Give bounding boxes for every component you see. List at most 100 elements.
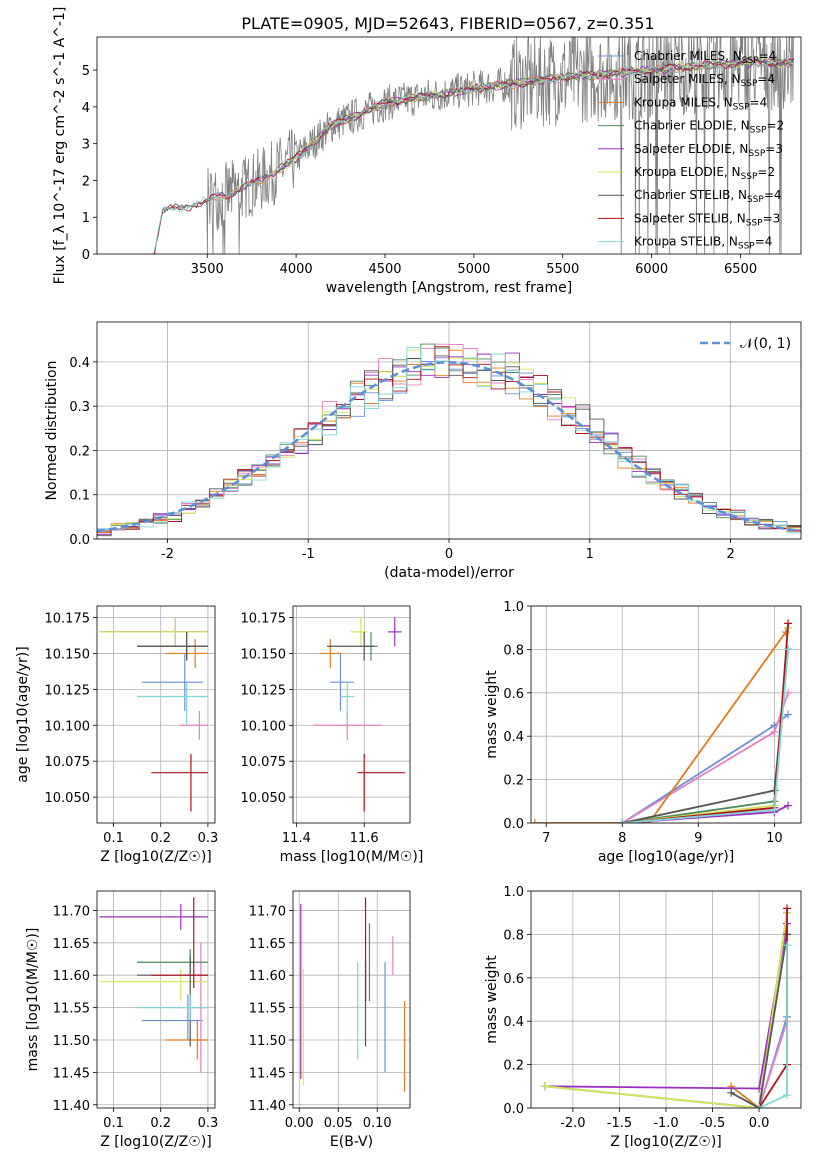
panel-Z-weight: -2.0 -1.5 -1.0 -0.5 0.0 0.0 0.2 0.4 0.6 0.8 1.0 Z [… [484,885,802,1150]
weight-marker [727,1088,736,1097]
y-tick-label: 1 [82,211,90,226]
x-tick-label: 6000 [635,262,668,277]
plot-area [97,343,801,537]
weight-marker [770,786,779,795]
legend-label: Chabrier ELODIE, NSSP=2 [634,119,784,136]
y-tick-label: 10.100 [45,719,91,734]
y-tick-label: 0.6 [503,687,524,702]
x-tick-label: 0.10 [363,1116,392,1131]
x-tick-label: 8 [618,831,626,846]
x-tick-label: 5500 [546,262,579,277]
x-tick-label: 11.6 [350,831,379,846]
y-tick-label: 10.050 [45,791,91,806]
plot-area [99,617,208,812]
y-tick-label: 0.4 [503,1015,524,1030]
legend-label: Salpeter STELIB, NSSP=3 [634,211,780,228]
y-tick-label: 10.175 [241,611,287,626]
x-axis-label: mass [log10(M/M☉)] [280,849,424,865]
panel-spectrum: 3500 4000 4500 5000 5500 6000 6500 0 1 2 3 4 5 wavele… [52,7,802,296]
y-tick-label: 0.0 [503,817,524,832]
legend-label: Salpeter ELODIE, NSSP=3 [634,142,783,159]
axes-frame [96,890,216,1109]
axes-frame [292,890,411,1109]
axes-frame [530,605,802,824]
gaussian-reference-line [97,361,799,533]
y-tick-label: 0.2 [503,1059,524,1074]
x-tick-label: 0.1 [103,1116,124,1131]
y-tick-label: 11.65 [249,937,286,952]
panel-age-weight: 7 8 9 10 0.0 0.2 0.4 0.6 0.8 1.0 age [log10(age/yr… [484,600,802,865]
y-tick-label: 10.075 [241,755,287,770]
y-tick-label: 0.8 [503,643,524,658]
x-tick-label: 0.3 [198,831,219,846]
x-tick-label: 0.2 [150,1116,171,1131]
weight-line [544,912,788,1108]
y-tick-label: 0.8 [503,928,524,943]
x-axis-label: age [log10(age/yr)] [598,849,734,865]
y-tick-label: 0 [82,248,90,263]
y-tick-label: 11.55 [53,1002,90,1017]
y-tick-label: 11.50 [249,1034,286,1049]
y-tick-label: 10.175 [45,611,91,626]
x-tick-label: 0.05 [324,1116,353,1131]
plot-area [313,617,405,812]
x-tick-label: -0.5 [700,1116,725,1131]
y-tick-label: 0.1 [69,489,90,504]
y-tick-label: 10.125 [45,683,91,698]
y-tick-label: 1.0 [503,885,524,900]
y-tick-label: 10.150 [241,647,287,662]
x-tick-label: 11.4 [282,831,311,846]
panel-Z-mass: 0.1 0.2 0.3 11.40 11.45 11.50 11.55 11.60 11.65 1… [25,890,219,1150]
x-tick-label: 5000 [457,262,490,277]
y-tick-label: 3 [82,138,90,153]
x-tick-label: 0.00 [285,1116,314,1131]
axes-frame [96,605,216,824]
x-tick-label: 0.1 [103,831,124,846]
x-tick-label: 4500 [368,262,401,277]
x-tick-label: -2 [161,547,174,562]
plot-area [99,897,208,1073]
panel-residuals: -2 -1 0 1 2 0.0 0.1 0.2 0.3 0.4 (data-model)/error… [44,321,802,581]
y-tick-label: 1.0 [503,600,524,615]
weight-marker [755,1104,764,1108]
weight-marker [770,805,779,814]
x-tick-label: 2 [726,547,734,562]
x-tick-label: 0.2 [150,831,171,846]
weight-marker [784,801,793,810]
legend-label: Salpeter MILES, NSSP=4 [634,72,775,89]
spectrum-data-line [153,37,794,254]
plot-area [540,904,792,1108]
y-axis-label: mass [log10(M/M☉)] [25,928,41,1072]
y-tick-label: 0.2 [503,774,524,789]
x-tick-label: 0.3 [198,1116,219,1131]
y-tick-label: 11.50 [53,1034,90,1049]
x-tick-label: -1.0 [653,1116,678,1131]
y-tick-label: 10.075 [45,755,91,770]
y-axis-label: mass weight [484,670,500,759]
x-axis-label: Z [log10(Z/Z☉)] [100,849,212,865]
panel-EBV-mass: 0.00 0.05 0.10 11.40 11.45 11.50 11.55 11.60 11.… [249,890,411,1150]
y-tick-label: 4 [82,101,90,116]
y-axis-label: Flux [f_λ 10^-17 erg cm^-2 s^-1 A^-1] [52,7,68,285]
y-tick-label: 10.125 [241,683,287,698]
panel-Z-age: 0.1 0.2 0.3 10.050 10.075 10.100 10.125 10.150 1… [15,605,219,865]
y-tick-label: 0.0 [503,1102,524,1117]
y-tick-label: 0.4 [69,356,90,371]
y-tick-label: 11.70 [53,904,90,919]
x-tick-label: 3500 [191,262,224,277]
axes-frame [530,890,802,1109]
weight-line [534,631,787,823]
weight-marker [783,904,792,913]
legend-label: 𝒩(0, 1) [740,336,791,352]
y-tick-label: 0.6 [503,972,524,987]
y-tick-label: 0.4 [503,730,524,745]
axes-frame [96,321,802,540]
y-tick-label: 10.150 [45,647,91,662]
x-tick-label: -1 [302,547,315,562]
residual-legend: 𝒩(0, 1) [700,336,791,352]
y-tick-label: 5 [82,64,90,79]
model-spectrum-line [153,57,795,253]
y-tick-label: 11.45 [249,1066,286,1081]
x-tick-label: 4000 [280,262,313,277]
x-axis-label: E(B-V) [330,1134,373,1150]
